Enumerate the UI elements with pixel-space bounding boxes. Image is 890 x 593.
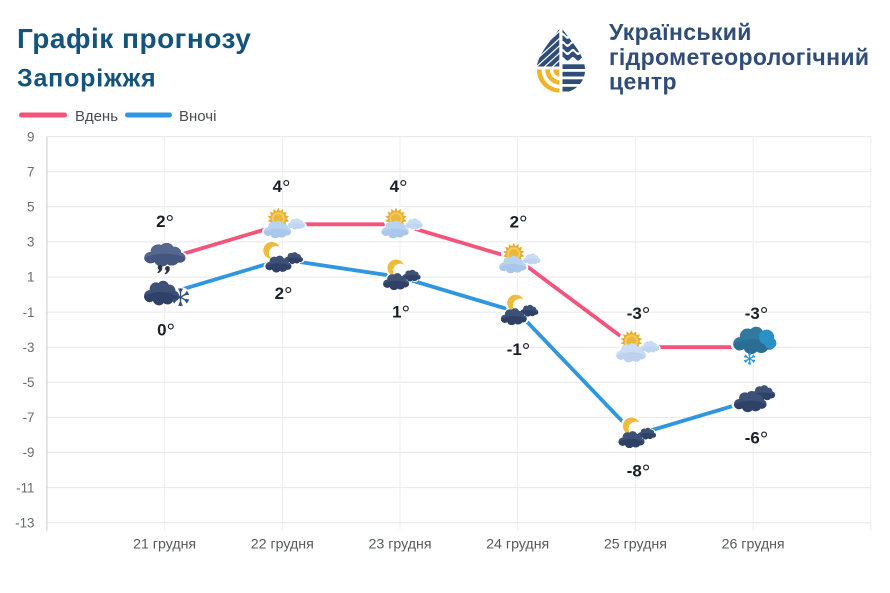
- svg-text:5: 5: [27, 200, 34, 215]
- svg-text:-1°: -1°: [507, 339, 531, 363]
- svg-text:0°: 0°: [157, 320, 175, 344]
- svg-text:2°: 2°: [510, 212, 528, 236]
- svg-text:-7: -7: [23, 410, 35, 425]
- svg-text:-6°: -6°: [745, 428, 769, 452]
- svg-text:26 грудня: 26 грудня: [722, 537, 785, 553]
- svg-text:Вночі: Вночі: [179, 108, 216, 125]
- svg-text:23 грудня: 23 грудня: [368, 537, 431, 553]
- svg-text:-9: -9: [23, 445, 35, 460]
- svg-text:Вдень: Вдень: [75, 108, 118, 125]
- svg-text:4°: 4°: [273, 176, 291, 200]
- svg-text:7: 7: [27, 164, 34, 179]
- svg-text:2°: 2°: [156, 211, 174, 235]
- svg-text:2°: 2°: [275, 283, 293, 307]
- svg-text:1°: 1°: [392, 302, 410, 326]
- svg-text:24 грудня: 24 грудня: [486, 537, 549, 553]
- svg-text:-3: -3: [23, 340, 35, 355]
- svg-text:Графік прогнозу: Графік прогнозу: [17, 23, 251, 54]
- svg-text:21 грудня: 21 грудня: [133, 537, 196, 553]
- svg-text:-13: -13: [15, 515, 34, 530]
- svg-text:-1: -1: [23, 305, 35, 320]
- svg-text:-11: -11: [16, 480, 34, 495]
- svg-text:-3°: -3°: [627, 303, 651, 327]
- svg-text:1: 1: [27, 270, 34, 285]
- svg-text:-8°: -8°: [627, 461, 651, 485]
- svg-text:9: 9: [27, 129, 34, 144]
- svg-text:Запоріжжя: Запоріжжя: [17, 65, 156, 93]
- svg-text:Український: Український: [609, 19, 752, 45]
- svg-text:25 грудня: 25 грудня: [604, 537, 667, 553]
- svg-text:3: 3: [27, 235, 34, 250]
- svg-text:22 грудня: 22 грудня: [251, 537, 314, 553]
- svg-text:-3°: -3°: [745, 303, 769, 327]
- svg-text:-5: -5: [23, 375, 35, 390]
- svg-text:гідрометеорологічний: гідрометеорологічний: [609, 44, 869, 70]
- svg-text:4°: 4°: [390, 176, 408, 200]
- svg-text:центр: центр: [609, 69, 677, 95]
